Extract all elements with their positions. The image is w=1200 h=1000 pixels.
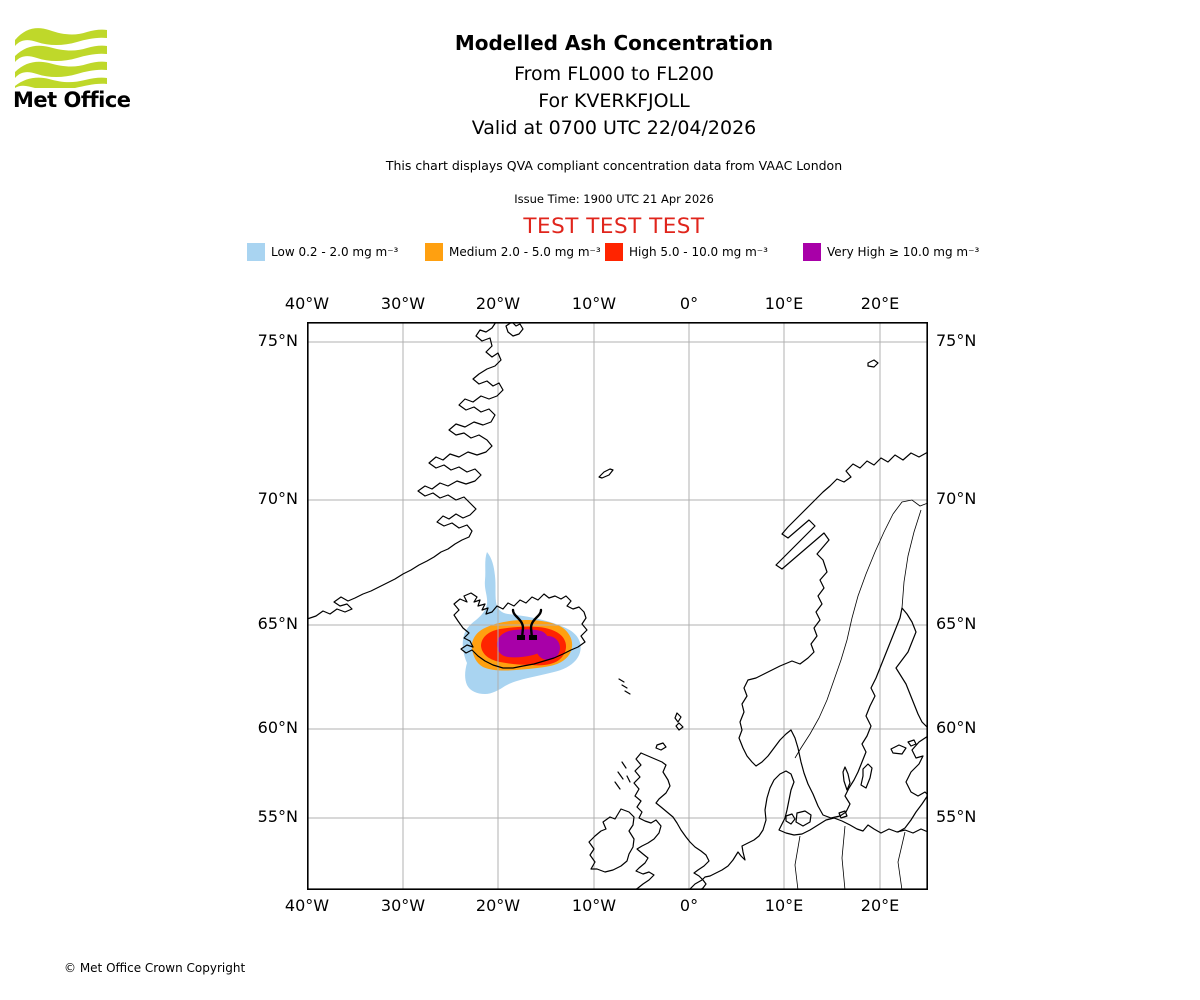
border-norway-finland [892,499,928,515]
qva-disclaimer: This chart displays QVA compliant concen… [385,158,843,173]
legend-swatch-low [247,243,265,261]
issue-time: Issue Time: 1900 UTC 21 Apr 2026 [514,192,714,206]
subtitle-volcano: For KVERKFJOLL [538,90,690,112]
coastline-baltic-east [905,735,928,797]
coastline-orkney [655,742,667,751]
lat-label-left: 75°N [257,331,298,350]
coastline-bear-island [867,359,879,368]
coastline-bornholm [838,810,848,819]
met-office-logo [15,26,107,88]
lon-label-bottom: 0° [679,896,699,915]
border-baltic-states [897,831,906,890]
coastline-britain-east [640,752,710,890]
lat-label-left: 60°N [257,718,298,737]
map-panel [307,322,928,890]
coastline-zealand [795,810,812,827]
lat-label-left: 55°N [257,807,298,826]
coastline-funen [785,813,796,825]
coastline-continent-south-baltic [688,770,928,890]
subtitle-valid-time: Valid at 0700 UTC 22/04/2026 [471,117,757,139]
coastline-greenland-island [505,322,524,337]
coastline-norway-scandinavia [738,451,928,819]
legend-swatch-high [605,243,623,261]
lon-label-top: 30°W [380,294,426,313]
lat-label-right: 60°N [936,718,977,737]
lat-label-right: 75°N [936,331,977,350]
legend-swatch-very-high [803,243,821,261]
logo-text: Met Office [13,88,131,112]
lon-label-bottom: 40°W [284,896,330,915]
copyright-notice: © Met Office Crown Copyright [64,961,246,975]
coastline-estonia-islands [890,739,917,755]
border-norway-sweden [794,513,894,759]
lon-label-bottom: 10°E [764,896,804,915]
lon-label-bottom: 10°W [571,896,617,915]
logo-waves-icon [15,28,107,88]
coastline-ireland [588,808,635,873]
legend-label-very-high: Very High ≥ 10.0 mg m⁻³ [827,245,980,259]
country-borders [794,499,928,890]
legend-label-high: High 5.0 - 10.0 mg m⁻³ [629,245,768,259]
border-poland-east [841,825,846,890]
lat-label-left: 70°N [257,489,298,508]
lon-label-top: 20°W [475,294,521,313]
graticule [307,322,928,890]
legend-swatch-medium [425,243,443,261]
page-title: Modelled Ash Concentration [454,31,774,55]
coastline-hebrides [614,761,631,790]
test-banner: TEST TEST TEST [523,214,705,239]
coastline-jan-mayen [598,468,614,479]
coastline-greenland [307,322,504,620]
lon-label-top: 20°E [860,294,900,313]
coastline-baltic-southeast [897,794,928,833]
lat-label-left: 65°N [257,614,298,633]
lat-label-right: 55°N [936,807,977,826]
coastline-britain-west [633,752,662,890]
subtitle-flight-levels: From FL000 to FL200 [514,63,714,85]
lon-label-bottom: 20°W [475,896,521,915]
coastline-iceland [453,592,588,669]
lon-label-bottom: 20°E [860,896,900,915]
volcano-eruption-icon [511,608,543,640]
coastline-gotland [860,763,873,789]
coastline-faroes [618,678,631,695]
lat-label-right: 65°N [936,614,977,633]
coastline-shetland [674,712,684,731]
coastline-oland [842,766,851,791]
lon-label-top: 10°E [764,294,804,313]
lon-label-bottom: 30°W [380,896,426,915]
coastlines [307,322,928,890]
legend-label-medium: Medium 2.0 - 5.0 mg m⁻³ [449,245,601,259]
ash-very-high-blob [536,636,560,660]
map-border [307,322,928,890]
border-sweden-finland [901,509,922,609]
lon-label-top: 40°W [284,294,330,313]
lat-label-right: 70°N [936,489,977,508]
legend-label-low: Low 0.2 - 2.0 mg m⁻³ [271,245,399,259]
ash-concentration-map [307,322,928,890]
border-germany-poland [794,835,801,890]
lon-label-top: 10°W [571,294,617,313]
lon-label-top: 0° [679,294,699,313]
